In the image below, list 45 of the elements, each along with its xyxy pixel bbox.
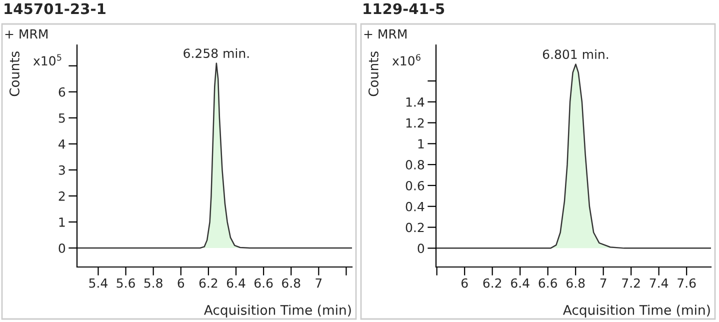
y-tick-label: 1.2 xyxy=(406,118,424,128)
x-tick-label: 7 xyxy=(316,278,322,288)
x-tick-label: 5.4 xyxy=(89,278,108,288)
x-tick-label: 5.8 xyxy=(144,278,162,288)
chart-subtitle: + MRM xyxy=(364,29,406,38)
x-tick-label: 5.6 xyxy=(116,278,135,288)
x-tick-label: 7.2 xyxy=(622,278,640,288)
chart-title: 145701-23-1 xyxy=(4,3,106,14)
x-tick-label: 6.6 xyxy=(538,278,557,288)
y-axis-title: Counts xyxy=(9,51,20,96)
y-tick-label: 3 xyxy=(58,165,65,175)
annotation: 6.258 min. xyxy=(184,48,249,58)
x-axis-title: Acquisition Time (min) xyxy=(204,304,351,318)
y-tick-label: 0.4 xyxy=(406,202,424,212)
y-tick-label: 1 xyxy=(418,139,424,148)
y-tick-label: 2 xyxy=(58,191,65,201)
x-tick-label: 7 xyxy=(600,278,606,288)
y-tick-label: 0 xyxy=(58,243,66,253)
y-tick-label: 5 xyxy=(58,114,65,123)
y-tick-label: 0 xyxy=(418,244,424,254)
y-tick-label: 0.6 xyxy=(406,180,424,190)
x-tick-label: 6.8 xyxy=(566,278,585,288)
text: x10$^{6}$ xyxy=(392,54,420,66)
chart-title: 1129-41-5 xyxy=(364,3,444,14)
y-tick-label: 4 xyxy=(58,140,66,149)
chart-subtitle: + MRM xyxy=(5,29,48,38)
y-tick-label: 6 xyxy=(58,87,66,97)
x-axis-title: Acquisition Time (min) xyxy=(562,304,710,318)
x-tick-label: 7.4 xyxy=(650,278,668,288)
y-tick-label: 0.8 xyxy=(406,160,424,170)
text: x10$^{5}$ xyxy=(33,54,62,66)
y-tick-label: 1 xyxy=(59,218,65,227)
x-tick-label: 6.2 xyxy=(483,278,502,288)
x-tick-label: 6 xyxy=(461,278,468,288)
x-tick-label: 6 xyxy=(178,278,184,288)
x-tick-label: 7.6 xyxy=(678,278,696,288)
y-axis-title: Counts xyxy=(368,51,378,96)
x-tick-label: 6.4 xyxy=(226,278,246,288)
annotation: 6.801 min. xyxy=(542,49,608,60)
x-tick-label: 6.4 xyxy=(511,278,530,288)
x-tick-label: 6.8 xyxy=(282,278,300,288)
x-tick-label: 6.6 xyxy=(254,278,273,288)
y-tick-label: 1.4 xyxy=(406,97,424,107)
y-tick-label: 0.2 xyxy=(406,222,424,232)
x-tick-label: 6.2 xyxy=(199,278,218,288)
